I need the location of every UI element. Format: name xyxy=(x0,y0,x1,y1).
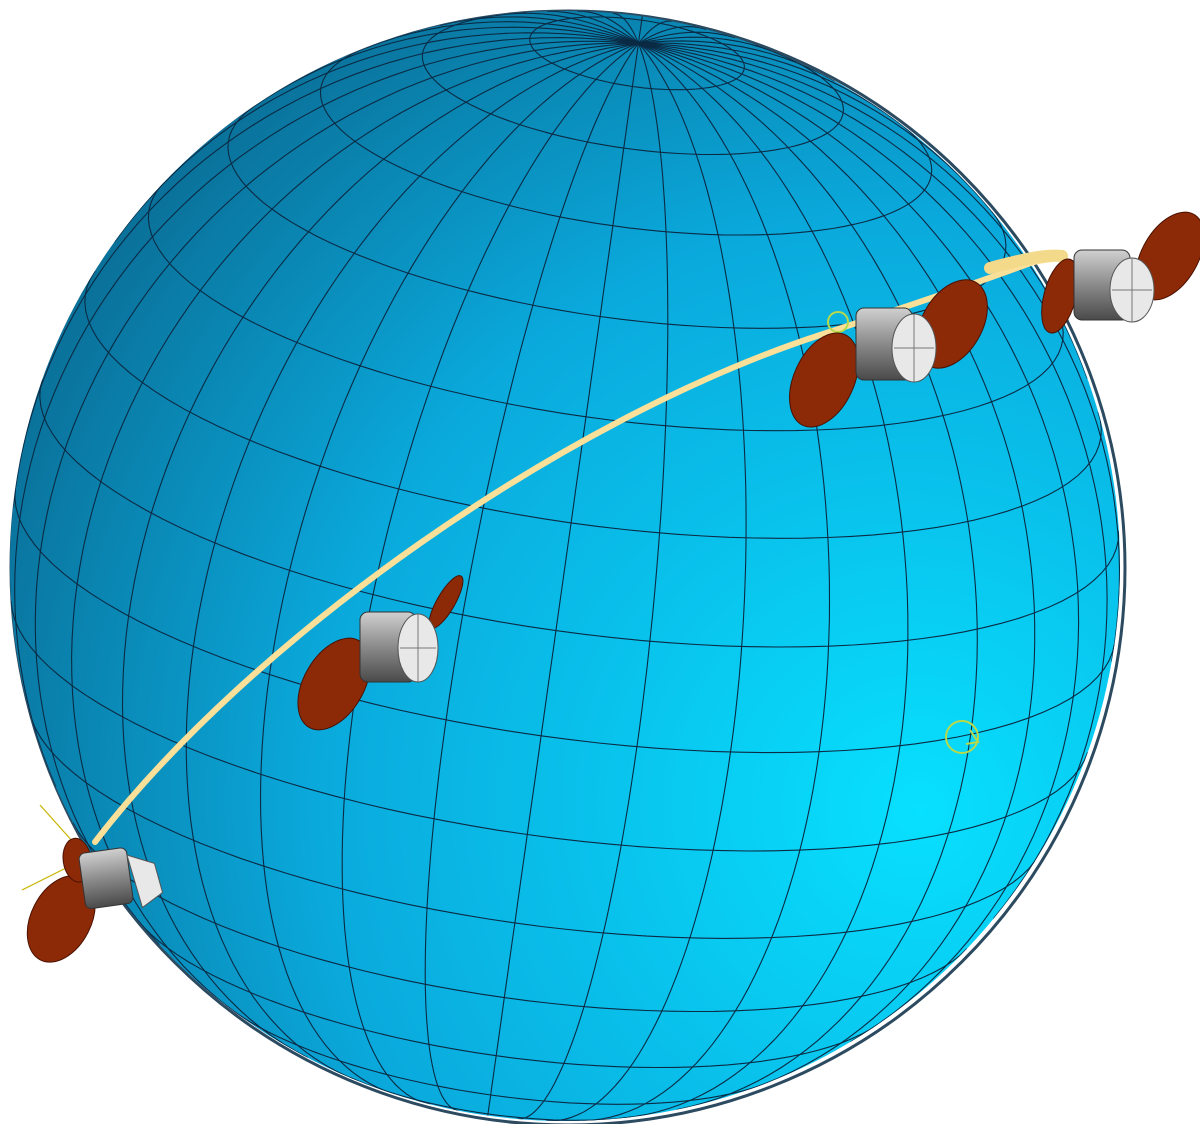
graticule-line xyxy=(638,26,707,44)
graticule-line xyxy=(14,40,639,788)
antenna-dish xyxy=(297,637,371,731)
graticule-line xyxy=(259,42,639,1095)
graticule-line xyxy=(439,16,639,44)
graticule-line xyxy=(638,42,978,1111)
graticule-line xyxy=(424,42,639,1112)
graticule-line xyxy=(121,42,639,1059)
graticule-line xyxy=(12,37,639,508)
spacecraft xyxy=(297,575,464,731)
spacecraft-body xyxy=(78,847,134,910)
graticule-line xyxy=(612,12,640,44)
spacecraft-nose xyxy=(126,854,164,909)
graticule-line xyxy=(185,42,639,1082)
graticule-line xyxy=(34,42,639,946)
target-marker xyxy=(827,311,849,333)
graticule-line xyxy=(638,20,672,44)
graticule-line xyxy=(114,32,639,243)
graticule-line xyxy=(517,43,669,1120)
graticule-line xyxy=(622,42,909,1119)
graticule-line xyxy=(638,42,1080,1043)
graticule-line xyxy=(250,26,639,110)
spacecraft xyxy=(26,837,164,963)
antenna-dish xyxy=(789,332,859,428)
graticule-line xyxy=(638,42,1108,920)
target-marker xyxy=(945,720,980,754)
graticule-line xyxy=(638,36,784,57)
graticule-line xyxy=(637,16,643,44)
graticule-line xyxy=(638,42,994,214)
graticule-line xyxy=(638,31,736,44)
graticule-line xyxy=(638,40,835,82)
graticule-line xyxy=(487,43,640,1116)
graticule-line xyxy=(582,42,831,1121)
graticule-line xyxy=(495,12,639,44)
spacecraft xyxy=(1041,211,1200,334)
graticule-line xyxy=(546,42,747,1121)
graticule-line xyxy=(577,11,639,44)
graticule-line xyxy=(638,42,900,124)
graticule-line xyxy=(366,21,639,49)
graticule-line xyxy=(547,11,639,44)
orbit-track-highlight xyxy=(984,249,1068,274)
spacecraft xyxy=(789,279,988,428)
graticule-line xyxy=(638,42,1036,1091)
